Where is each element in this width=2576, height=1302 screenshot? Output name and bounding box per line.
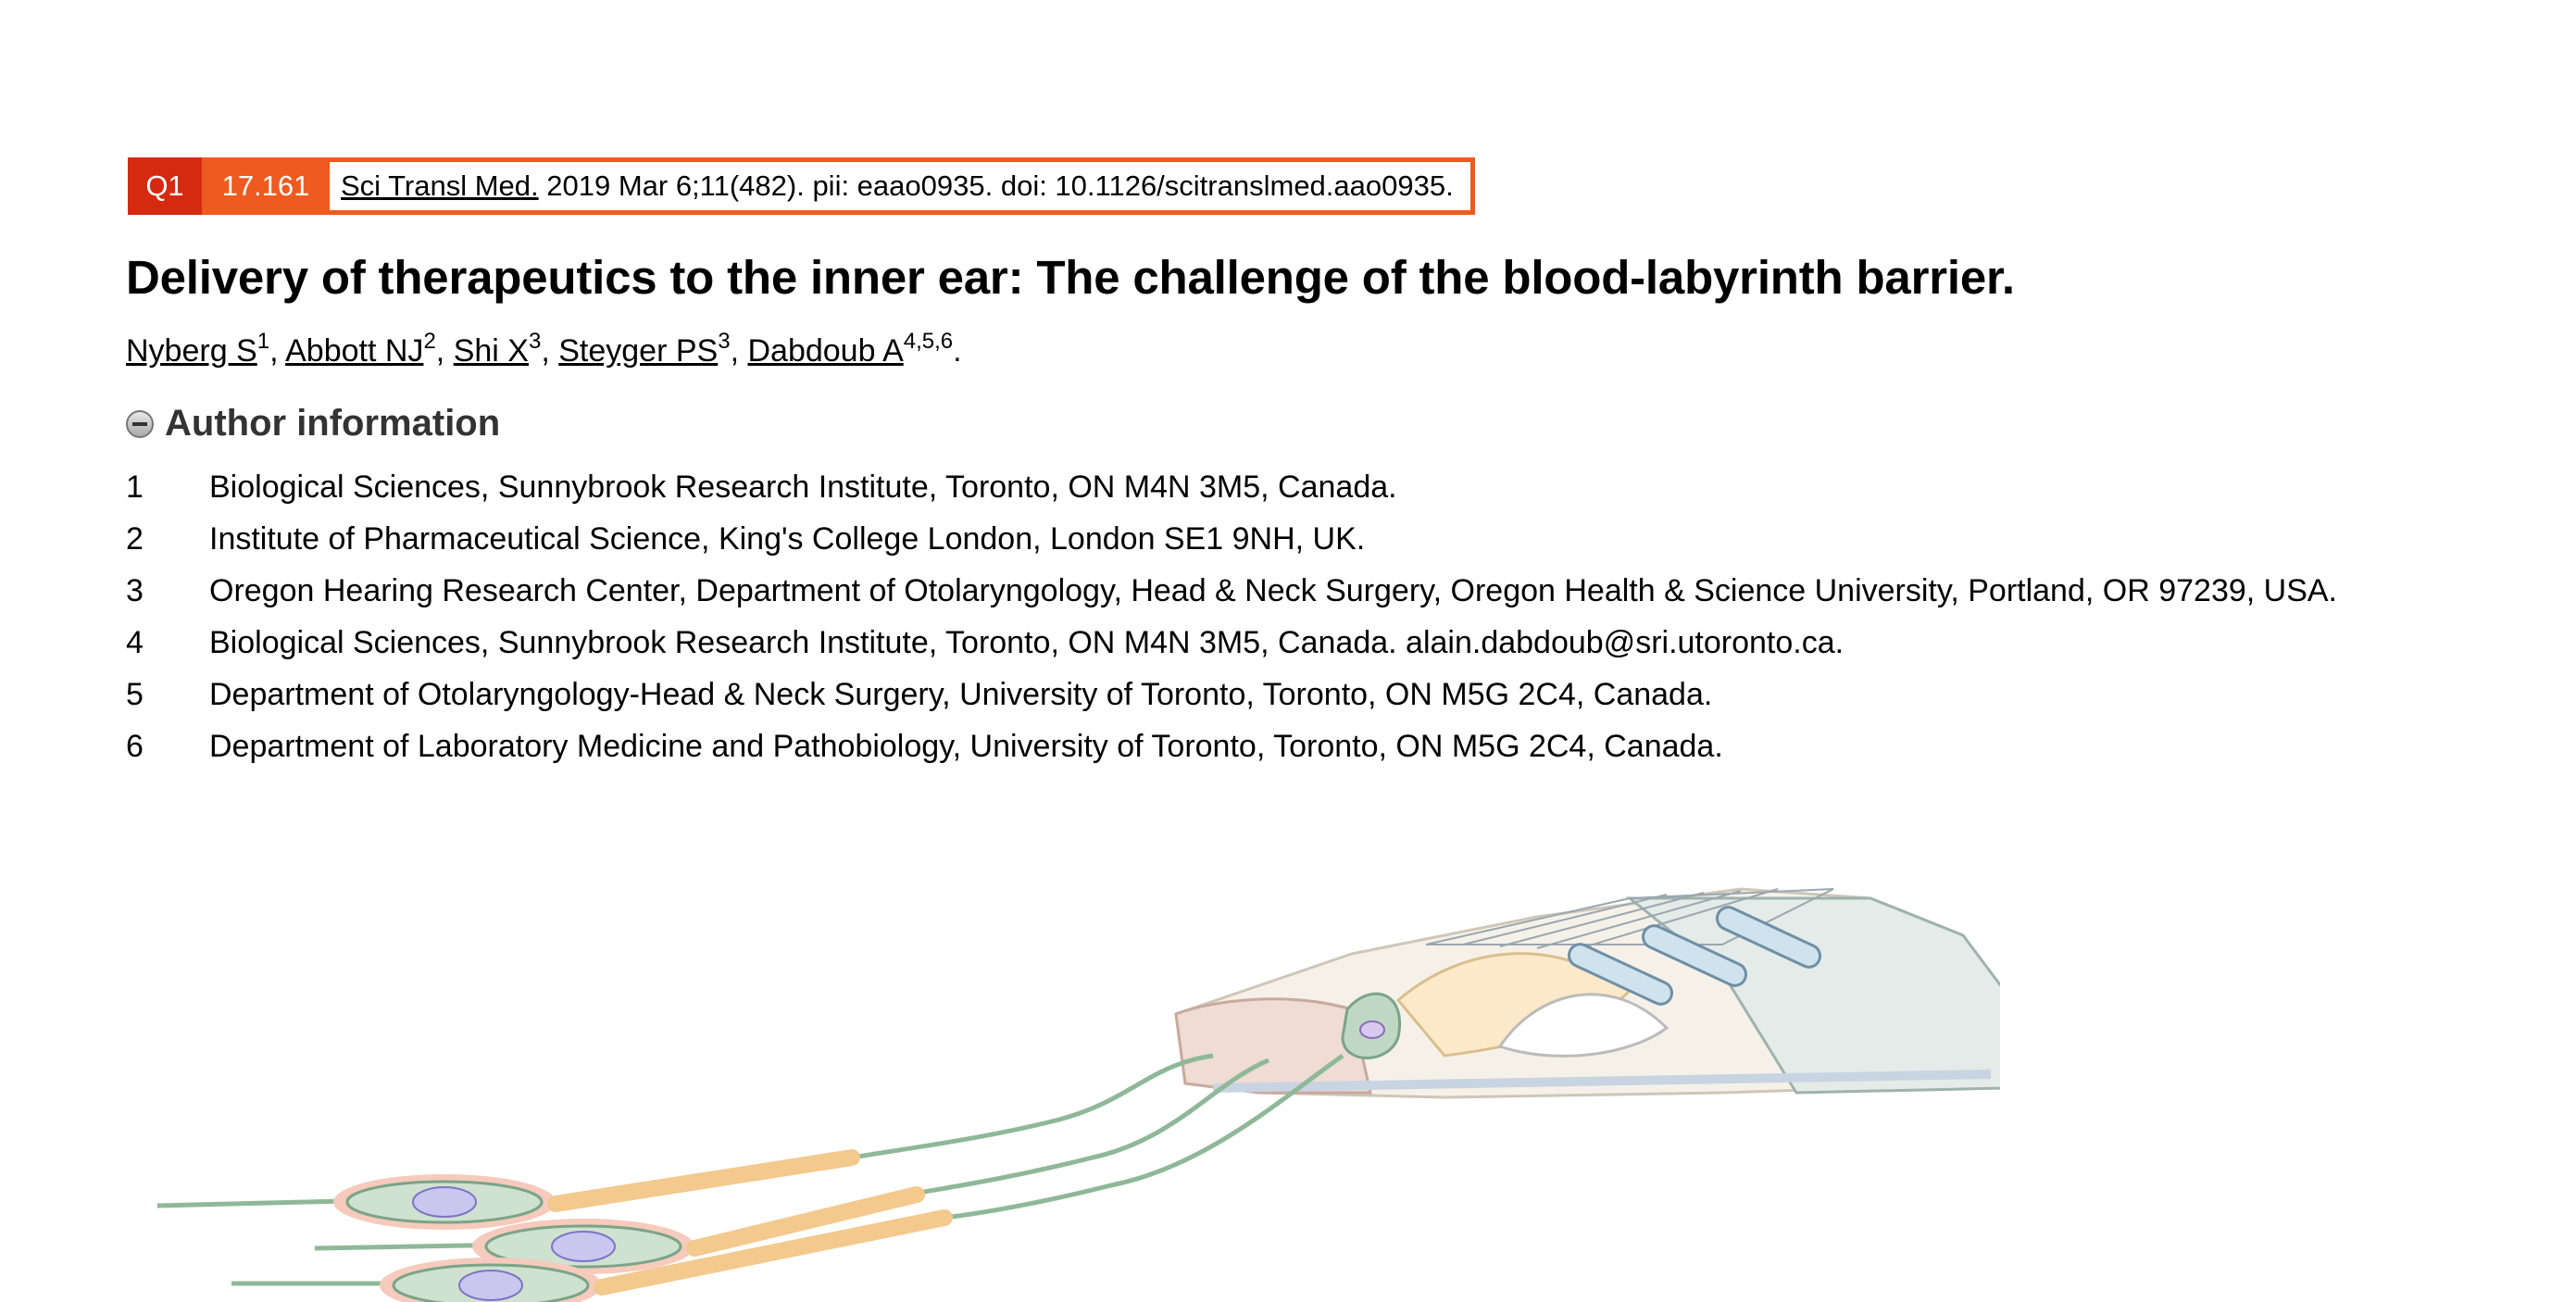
affiliation-number: 3 bbox=[126, 573, 144, 608]
impact-factor-badge: 17.161 bbox=[202, 157, 330, 215]
journal-link[interactable]: Sci Transl Med. bbox=[341, 169, 539, 202]
author-link[interactable]: Dabdoub A bbox=[747, 333, 904, 369]
author-affiliation-sup: 4,5,6 bbox=[903, 329, 954, 354]
author-list: Nyberg S1, Abbott NJ2, Shi X3, Steyger P… bbox=[126, 331, 962, 369]
author-link[interactable]: Abbott NJ bbox=[285, 333, 424, 369]
affiliation-number: 5 bbox=[126, 677, 144, 712]
affiliation-number: 2 bbox=[126, 521, 144, 557]
affiliation-item: 3 Oregon Hearing Research Center, Departm… bbox=[126, 569, 2478, 613]
affiliation-number: 4 bbox=[126, 625, 144, 660]
citation-details: 2019 Mar 6;11(482). pii: eaao0935. doi: … bbox=[538, 169, 1454, 202]
author-separator: , bbox=[269, 333, 286, 369]
affiliation-item: 1 Biological Sciences, Sunnybrook Researc… bbox=[126, 465, 2478, 509]
author-affiliation-sup: 1 bbox=[256, 329, 270, 354]
author-link[interactable]: Steyger PS bbox=[558, 333, 719, 369]
affiliation-item: 2 Institute of Pharmaceutical Science, Ki… bbox=[126, 517, 2478, 561]
affiliation-item: 5 Department of Otolaryngology-Head & Nec… bbox=[126, 672, 2478, 717]
affiliation-text: Biological Sciences, Sunnybrook Research… bbox=[209, 625, 1844, 660]
article-title: Delivery of therapeutics to the inner ea… bbox=[126, 251, 2015, 304]
author-separator: , bbox=[435, 333, 454, 369]
affiliation-item: 4 Biological Sciences, Sunnybrook Researc… bbox=[126, 620, 2478, 665]
affiliation-list: 1 Biological Sciences, Sunnybrook Researc… bbox=[126, 465, 2478, 776]
author-separator: , bbox=[541, 333, 559, 369]
author-link[interactable]: Nyberg S bbox=[126, 333, 257, 369]
author-separator: , bbox=[730, 333, 748, 369]
citation-bar: Q1 17.161 Sci Transl Med. 2019 Mar 6;11(… bbox=[128, 157, 1475, 215]
affiliation-number: 6 bbox=[126, 729, 144, 764]
inner-ear-illustration bbox=[156, 887, 2000, 1302]
author-affiliation-sup: 2 bbox=[423, 329, 436, 354]
collapse-minus-icon[interactable] bbox=[126, 409, 154, 438]
affiliation-text: Institute of Pharmaceutical Science, Kin… bbox=[209, 521, 1366, 557]
affiliation-text: Department of Laboratory Medicine and Pa… bbox=[209, 729, 1723, 764]
author-link[interactable]: Shi X bbox=[453, 333, 529, 369]
affiliation-number: 1 bbox=[126, 469, 144, 505]
affiliation-text: Biological Sciences, Sunnybrook Research… bbox=[209, 469, 1397, 505]
author-info-heading: Author information bbox=[165, 403, 501, 444]
affiliation-text: Department of Otolaryngology-Head & Neck… bbox=[209, 677, 1713, 712]
author-separator: . bbox=[953, 333, 962, 369]
affiliation-text: Oregon Hearing Research Center, Departme… bbox=[209, 573, 2338, 608]
citation-box: Sci Transl Med. 2019 Mar 6;11(482). pii:… bbox=[330, 157, 1475, 215]
affiliation-item: 6 Department of Laboratory Medicine and P… bbox=[126, 724, 2478, 769]
author-info-header[interactable]: Author information bbox=[126, 403, 500, 444]
quartile-badge: Q1 bbox=[128, 157, 202, 215]
author-affiliation-sup: 3 bbox=[718, 329, 731, 354]
author-affiliation-sup: 3 bbox=[528, 329, 542, 354]
